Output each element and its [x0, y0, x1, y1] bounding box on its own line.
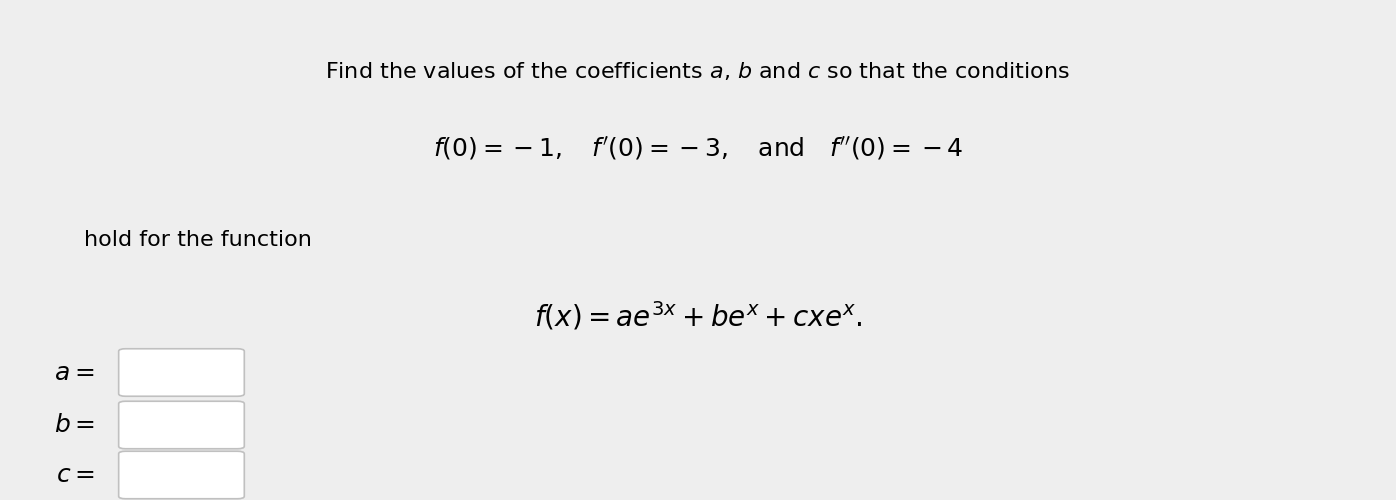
Text: $a =$: $a =$	[54, 360, 95, 384]
Text: $b =$: $b =$	[54, 413, 95, 437]
Text: Find the values of the coefficients $a$, $b$ and $c$ so that the conditions: Find the values of the coefficients $a$,…	[325, 60, 1071, 82]
FancyBboxPatch shape	[119, 401, 244, 449]
Text: $c =$: $c =$	[56, 463, 95, 487]
FancyBboxPatch shape	[119, 451, 244, 499]
Text: $f(0) = -1,\quad f'(0) = -3,\quad \mathrm{and}\quad f''(0) = -4$: $f(0) = -1,\quad f'(0) = -3,\quad \mathr…	[433, 135, 963, 162]
Text: $f(x) = ae^{3x} + be^{x} + cxe^{x}.$: $f(x) = ae^{3x} + be^{x} + cxe^{x}.$	[533, 300, 863, 333]
Text: hold for the function: hold for the function	[84, 230, 311, 250]
FancyBboxPatch shape	[119, 349, 244, 396]
